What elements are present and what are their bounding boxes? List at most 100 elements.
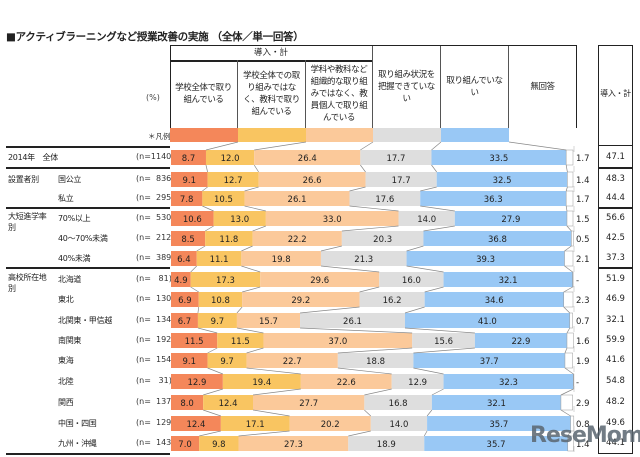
row-total-value: 49.6	[606, 418, 625, 428]
bar-value-label: 17.3	[216, 276, 235, 286]
bar-segment-unknown	[341, 231, 424, 246]
connector-line	[205, 141, 239, 151]
total-header-label: 導入・計	[600, 89, 631, 98]
bar-value-label: 16.2	[383, 296, 402, 306]
connector-line	[252, 409, 290, 417]
connector-line	[508, 141, 567, 151]
header-group-top-divider	[372, 46, 373, 60]
connector-line	[207, 367, 223, 375]
row-label: 南関東	[58, 336, 82, 345]
bar-value-label: 19.4	[252, 378, 271, 388]
row-total-value: 46.9	[606, 294, 625, 304]
legend-swatch-not-doing	[441, 128, 509, 142]
row-sample-size: (n= 295)	[136, 193, 175, 202]
connector-line	[241, 265, 261, 273]
row-sample-size: (n=1140)	[136, 152, 175, 161]
bar-segment-not-doing	[443, 272, 573, 287]
row-total-value: 48.2	[606, 397, 625, 407]
bar-segment-individual	[242, 292, 360, 307]
connector-line	[426, 409, 433, 417]
bar-segment-subject	[207, 172, 259, 187]
bar-value-label: 11.5	[231, 337, 250, 347]
bar-segment-subject	[222, 374, 301, 389]
totals-box	[598, 146, 633, 454]
bar-segment-not-doing	[427, 416, 571, 431]
row-label: 九州・沖縄	[58, 439, 97, 448]
connector-line	[204, 225, 214, 232]
connector-line	[565, 186, 568, 192]
bar-segment-school-wide	[171, 172, 208, 187]
bar-segment-unknown	[391, 374, 444, 389]
connector-line	[236, 306, 243, 314]
bar-segment-not-doing	[431, 395, 561, 410]
connector-line	[244, 205, 266, 212]
bar-segment-individual	[241, 251, 321, 266]
connector-line	[420, 186, 437, 192]
bar-segment-no-answer	[573, 373, 575, 390]
header-group-underline	[170, 60, 373, 62]
row-label: 東海	[58, 356, 74, 365]
bar-value-label: 8.0	[180, 399, 194, 409]
bar-segment-school-wide	[171, 416, 221, 431]
legend-swatch-individual	[306, 128, 373, 142]
bar-value-label: 18.8	[366, 357, 385, 367]
bar-value-label: 12.0	[221, 154, 240, 164]
bar-value-label: 36.3	[484, 195, 503, 205]
bar-segment-unknown	[359, 292, 425, 307]
bar-value-label: 6.7	[178, 317, 192, 327]
bar-segment-individual	[289, 416, 371, 431]
bar-value-label: 26.6	[303, 176, 322, 186]
row-sample-size: (n= 154)	[136, 355, 175, 364]
connector-line	[360, 141, 374, 151]
bar-value-label: 19.8	[272, 255, 291, 265]
connector-line	[241, 245, 253, 252]
bar-segment-unknown	[364, 395, 432, 410]
bar-value-label: 9.1	[183, 176, 197, 186]
row-group-separator	[6, 146, 170, 148]
bar-value-label: 7.0	[178, 440, 192, 450]
header-col-school-wide: 学校全体で取り組んでいる	[170, 60, 238, 128]
connector-line	[190, 286, 199, 293]
bar-segment-subject	[220, 416, 290, 431]
header-col-subject: 学校全体での取り組みではなく、教科で取り組んでいる	[238, 60, 306, 128]
bar-segment-subject	[205, 231, 253, 246]
bar-segment-subject	[199, 436, 239, 451]
row-group-separator	[6, 167, 170, 169]
bar-segment-unknown	[360, 150, 432, 165]
bar-value-label: 17.1	[246, 420, 265, 430]
bar-segment-unknown	[348, 436, 425, 451]
bar-segment-no-answer	[565, 149, 574, 166]
connector-line	[423, 430, 428, 437]
no-answer-value-label: 1.7	[576, 154, 590, 164]
bar-segment-individual	[253, 395, 365, 410]
bar-value-label: 21.3	[354, 255, 373, 265]
bar-value-label: 36.8	[488, 235, 507, 245]
bar-segment-not-doing	[424, 436, 568, 451]
bar-value-label: 8.7	[182, 154, 196, 164]
connector-line	[565, 164, 568, 173]
bar-segment-school-wide	[171, 313, 198, 328]
bar-value-label: 7.8	[180, 195, 194, 205]
bar-value-label: 18.9	[377, 440, 396, 450]
connector-line	[349, 186, 366, 192]
totals-separator	[598, 207, 633, 209]
connector-line	[202, 186, 208, 192]
row-group-separator	[6, 267, 170, 269]
bar-segment-no-answer	[563, 291, 574, 308]
bar-segment-school-wide	[171, 272, 191, 287]
bar-value-label: 22.2	[288, 235, 307, 245]
bar-value-label: 41.0	[478, 317, 497, 327]
no-answer-value-label: 2.9	[576, 399, 590, 409]
row-group-separator	[6, 207, 170, 209]
bar-segment-no-answer	[566, 332, 574, 349]
row-label: 40%未満	[58, 254, 91, 263]
bar-segment-school-wide	[171, 374, 223, 389]
bar-value-label: 6.4	[177, 255, 191, 265]
bar-value-label: 11.1	[210, 255, 229, 265]
bar-value-label: 20.2	[321, 420, 340, 430]
bar-segment-unknown	[337, 353, 414, 368]
connector-line	[252, 388, 301, 396]
bar-value-label: 12.9	[408, 378, 427, 388]
total-header-box	[598, 45, 633, 146]
bar-value-label: 12.4	[219, 399, 238, 409]
